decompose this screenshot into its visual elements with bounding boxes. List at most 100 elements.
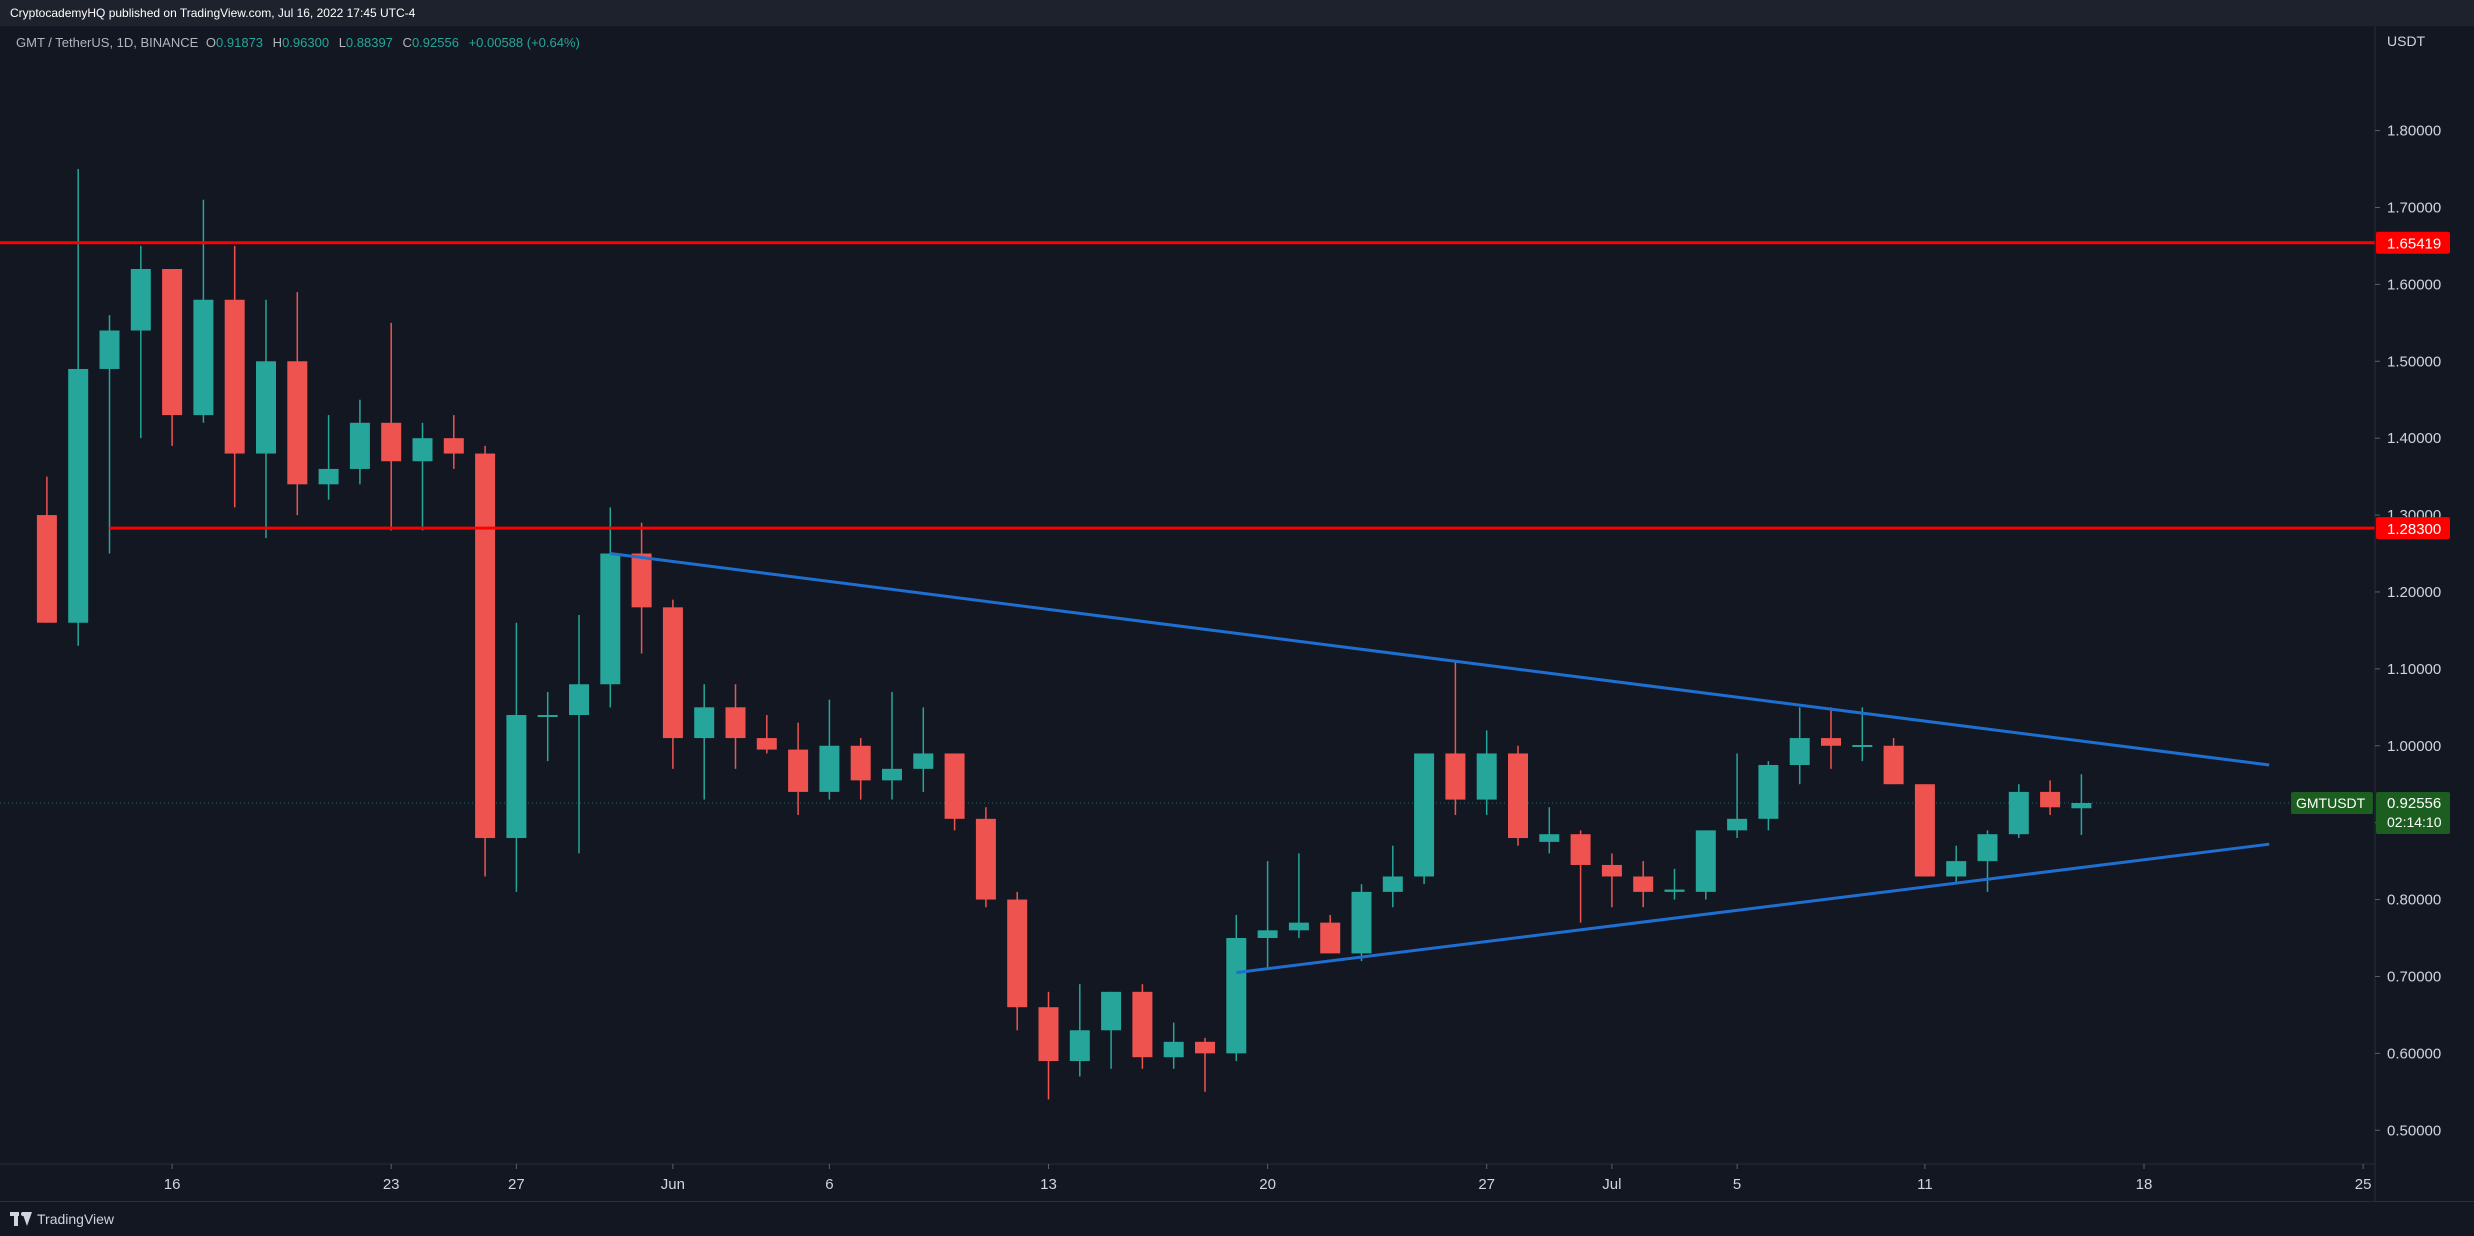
high-label: H <box>272 35 283 50</box>
countdown-text: 02:14:10 <box>2387 814 2442 830</box>
candle-body <box>1914 784 1935 877</box>
price-tick-label: 1.80000 <box>2387 123 2441 140</box>
candle-body <box>1570 834 1591 865</box>
open-value: 0.91873 <box>216 35 264 50</box>
candle-body <box>1852 744 1873 747</box>
candle-body <box>506 715 527 839</box>
candle-body <box>1758 764 1779 819</box>
time-tick-label: 11 <box>1917 1176 1933 1193</box>
candle-body <box>788 749 809 792</box>
candle-body <box>600 553 621 685</box>
candle-body <box>1320 922 1341 954</box>
price-tick-label: 1.70000 <box>2387 199 2441 216</box>
candle-body <box>475 453 496 839</box>
level-price-badge <box>2376 517 2450 540</box>
candle-body <box>850 745 871 781</box>
tradingview-logo[interactable]: TradingView <box>10 1211 114 1227</box>
price-axis <box>2375 26 2474 1201</box>
time-tick-label: 25 <box>2355 1176 2372 1193</box>
candle-body <box>36 515 57 623</box>
chart-area[interactable]: USDT0.500000.600000.700000.800000.900001… <box>0 26 2474 1201</box>
candle-body <box>162 268 183 416</box>
plot-background <box>0 26 2375 1164</box>
candle-body <box>819 745 840 792</box>
candle-body <box>756 738 777 750</box>
candle-body <box>694 707 715 739</box>
price-tick-label: 0.50000 <box>2387 1122 2441 1139</box>
candle-body <box>1445 753 1466 800</box>
level-price-badge <box>2376 231 2450 254</box>
high-value: 0.96300 <box>282 35 330 50</box>
candle-body <box>2040 791 2061 808</box>
time-tick-label: 16 <box>164 1176 181 1193</box>
time-tick-label: 13 <box>1040 1176 1057 1193</box>
candle-body <box>1695 830 1716 892</box>
candle-body <box>1414 753 1435 877</box>
candle-body <box>1664 889 1685 892</box>
candle-body <box>1946 861 1967 877</box>
price-tick-label: 1.50000 <box>2387 353 2441 370</box>
last-price-badge <box>2376 792 2450 835</box>
candle-body <box>1476 753 1497 800</box>
trendline <box>1236 842 2270 975</box>
candle-body <box>1195 1041 1215 1054</box>
candle-body <box>975 818 996 900</box>
candle-body <box>318 468 339 485</box>
symbol-badge <box>2291 792 2373 815</box>
candle-body <box>1163 1041 1184 1058</box>
candle-body <box>1069 1030 1090 1062</box>
candle-body <box>882 768 902 781</box>
candle-body <box>725 707 746 739</box>
candle-body <box>1038 1007 1059 1062</box>
candle-body <box>1288 922 1309 931</box>
candle-body <box>913 753 934 769</box>
candle-body <box>944 753 965 819</box>
candle-body <box>1101 991 1122 1031</box>
candle-body <box>99 330 120 369</box>
open-label: O <box>205 35 217 50</box>
candle-body <box>443 438 464 454</box>
change-value: +0.00588 (+0.64%) <box>468 35 580 50</box>
candle-body <box>224 299 245 454</box>
symbol-badge-text: GMTUSDT <box>2296 795 2366 811</box>
candle-body <box>1539 834 1560 842</box>
candle-body <box>287 361 308 485</box>
candle-body <box>1727 818 1748 831</box>
candle-body <box>1226 938 1247 1054</box>
time-tick-label: 20 <box>1259 1176 1276 1193</box>
low-label: L <box>338 35 346 50</box>
ohlc-legend: GMT / TetherUS, 1D, BINANCE O0.91873 H0.… <box>16 35 586 50</box>
candle-body <box>1382 876 1403 892</box>
candle-body <box>1821 738 1841 746</box>
close-label: C <box>402 35 412 50</box>
time-tick-label: Jul <box>1602 1176 1621 1193</box>
candle-body <box>1977 834 1998 862</box>
level-price-text: 1.65419 <box>2387 236 2441 253</box>
time-tick-label: 6 <box>825 1176 833 1193</box>
level-price-text: 1.28300 <box>2387 521 2441 538</box>
price-tick-label: 1.00000 <box>2387 738 2441 755</box>
publisher-bar: CryptocademyHQ published on TradingView.… <box>0 0 2474 26</box>
candle-body <box>1508 753 1528 839</box>
candle-body <box>349 422 370 469</box>
candle-body <box>256 361 276 454</box>
candle-body <box>631 553 652 608</box>
candle-body <box>1351 891 1372 954</box>
candle-body <box>193 299 214 416</box>
trendline <box>610 552 2270 767</box>
candle-body <box>537 715 558 718</box>
candle-body <box>381 422 402 462</box>
price-tick-label: 1.60000 <box>2387 276 2441 293</box>
time-tick-label: 18 <box>2136 1176 2153 1193</box>
low-value: 0.88397 <box>345 35 393 50</box>
price-axis-unit: USDT <box>2387 33 2426 49</box>
publisher-text: CryptocademyHQ published on TradingView.… <box>10 6 416 20</box>
candle-body <box>1007 899 1028 1008</box>
candlestick-chart[interactable]: USDT0.500000.600000.700000.800000.900001… <box>0 26 2474 1201</box>
tradingview-logo-icon <box>10 1212 32 1226</box>
candle-body <box>2071 803 2092 809</box>
price-tick-label: 1.20000 <box>2387 584 2441 601</box>
time-tick-label: 5 <box>1733 1176 1741 1193</box>
time-tick-label: 27 <box>508 1176 525 1193</box>
price-tick-label: 1.10000 <box>2387 661 2441 678</box>
